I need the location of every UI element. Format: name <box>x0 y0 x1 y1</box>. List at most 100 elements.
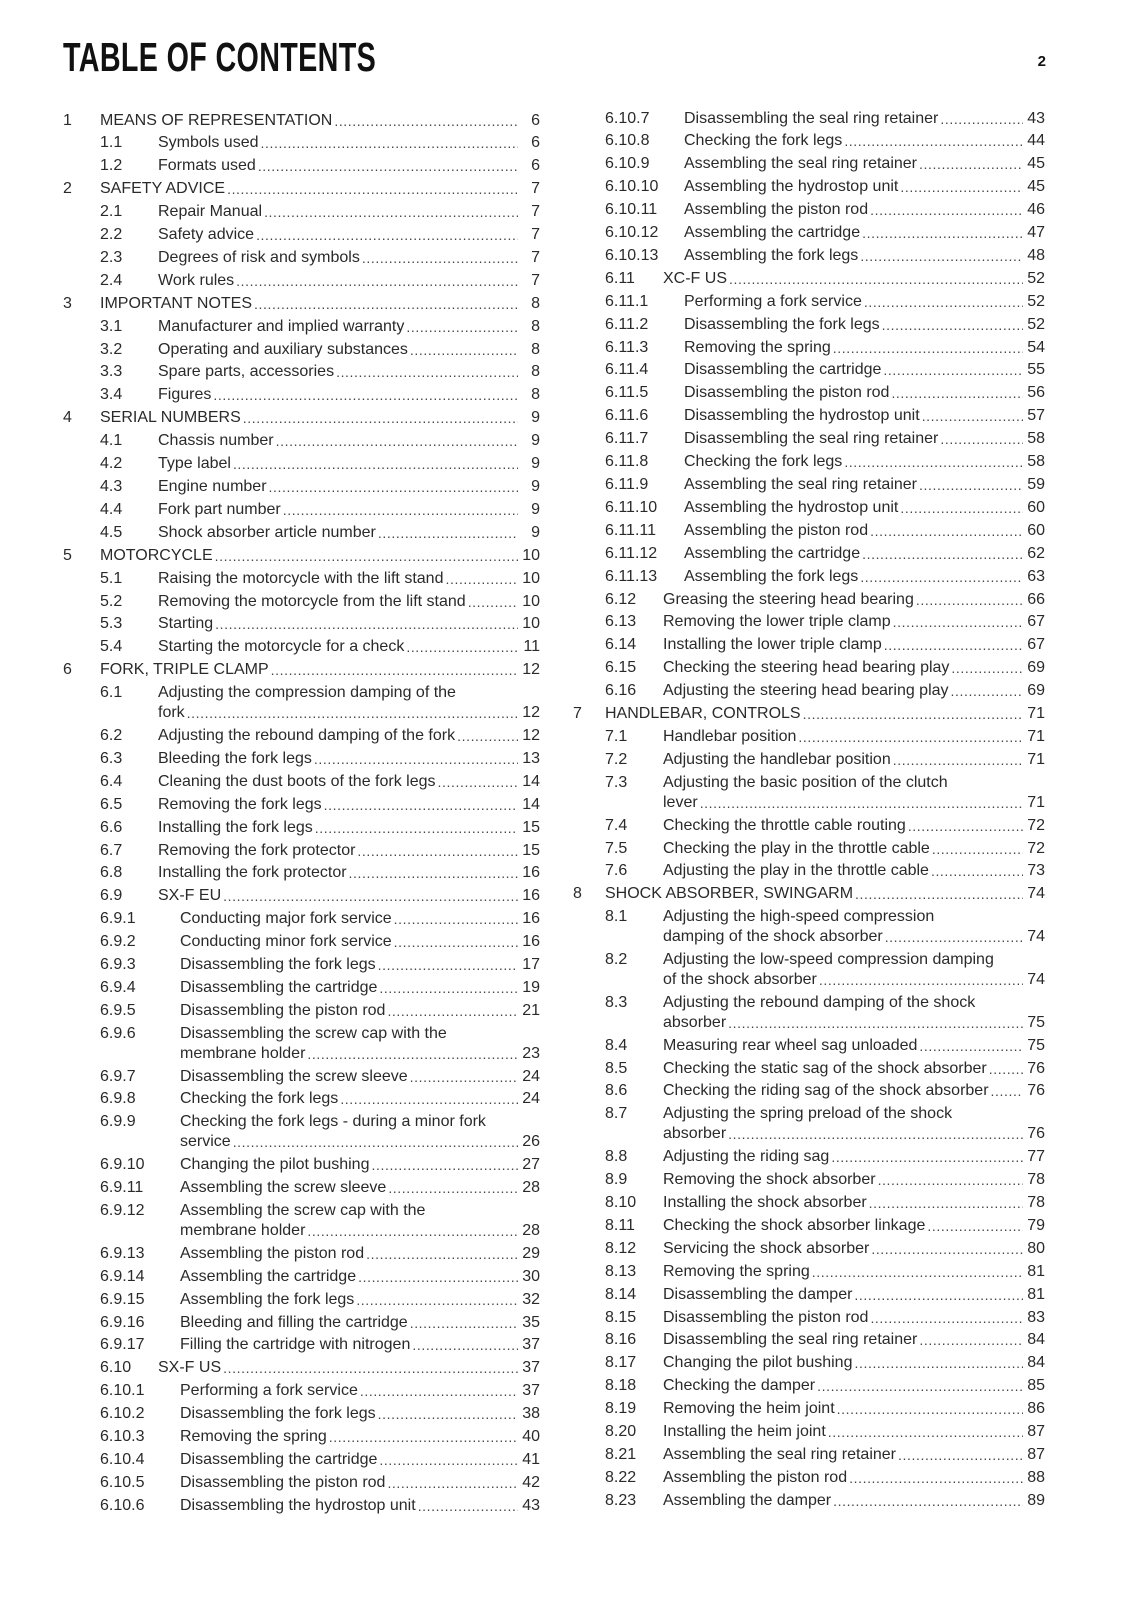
toc-entry[interactable]: 8.12 Servicing the shock absorber 80 <box>573 1238 1045 1261</box>
page-ref[interactable]: 15 <box>522 818 540 836</box>
page-ref[interactable]: 23 <box>522 1044 540 1062</box>
page-ref[interactable]: 45 <box>1027 178 1045 196</box>
page-ref[interactable]: 76 <box>1027 1059 1045 1077</box>
toc-entry[interactable]: 6.10.8 Checking the fork legs 44 <box>573 130 1045 153</box>
page-ref[interactable]: 14 <box>522 772 540 790</box>
page-ref[interactable]: 78 <box>1027 1171 1045 1189</box>
toc-entry[interactable]: 2.1 Repair Manual 7 <box>63 201 540 224</box>
page-ref[interactable]: 8 <box>531 294 540 312</box>
page-ref[interactable]: 72 <box>1027 816 1045 834</box>
toc-entry[interactable]: 6.9.4 Disassembling the cartridge 19 <box>63 977 540 1000</box>
page-ref[interactable]: 69 <box>1027 682 1045 700</box>
toc-entry[interactable]: 7.4 Checking the throttle cable routing 72 <box>573 815 1045 838</box>
page-ref[interactable]: 87 <box>1027 1423 1045 1441</box>
toc-entry[interactable]: 3 IMPORTANT NOTES 8 <box>63 293 540 316</box>
page-ref[interactable]: 71 <box>1027 793 1045 811</box>
toc-entry[interactable]: 4.2 Type label 9 <box>63 453 540 476</box>
page-ref[interactable]: 10 <box>522 546 540 564</box>
toc-entry[interactable]: 6.15 Checking the steering head bearing p… <box>573 657 1045 680</box>
toc-entry[interactable]: 7.3 Adjusting the basic position of the c… <box>573 772 1045 815</box>
toc-entry[interactable]: 5.2 Removing the motorcycle from the lift… <box>63 591 540 614</box>
toc-entry[interactable]: 8.11 Checking the shock absorber linkage 7… <box>573 1215 1045 1238</box>
toc-entry[interactable]: 6.9.15 Assembling the fork legs 32 <box>63 1289 540 1312</box>
page-ref[interactable]: 8 <box>531 340 540 358</box>
page-ref[interactable]: 57 <box>1027 407 1045 425</box>
page-ref[interactable]: 8 <box>531 317 540 335</box>
toc-entry[interactable]: 6.10.5 Disassembling the piston rod 42 <box>63 1472 540 1495</box>
page-ref[interactable]: 74 <box>1027 928 1045 946</box>
page-ref[interactable]: 14 <box>522 795 540 813</box>
page-ref[interactable]: 54 <box>1027 338 1045 356</box>
toc-entry[interactable]: 6.10.7 Disassembling the seal ring retain… <box>573 108 1045 131</box>
toc-entry[interactable]: 3.1 Manufacturer and implied warranty 8 <box>63 316 540 339</box>
toc-entry[interactable]: 6.14 Installing the lower triple clamp 67 <box>573 634 1045 657</box>
page-ref[interactable]: 76 <box>1027 1082 1045 1100</box>
page-ref[interactable]: 55 <box>1027 361 1045 379</box>
page-ref[interactable]: 45 <box>1027 155 1045 173</box>
toc-entry[interactable]: 6.12 Greasing the steering head bearing 66 <box>573 589 1045 612</box>
toc-entry[interactable]: 8.3 Adjusting the rebound damping of the … <box>573 992 1045 1035</box>
toc-entry[interactable]: 3.3 Spare parts, accessories 8 <box>63 361 540 384</box>
page-ref[interactable]: 16 <box>522 910 540 928</box>
page-ref[interactable]: 9 <box>531 478 540 495</box>
toc-entry[interactable]: 6.10.12 Assembling the cartridge 47 <box>573 222 1045 245</box>
toc-entry[interactable]: 2.3 Degrees of risk and symbols 7 <box>63 247 540 270</box>
toc-entry[interactable]: 6.2 Adjusting the rebound damping of the … <box>63 725 540 748</box>
toc-entry[interactable]: 6.11.13 Assembling the fork legs 63 <box>573 566 1045 589</box>
page-ref[interactable]: 66 <box>1027 590 1045 608</box>
toc-entry[interactable]: 8.10 Installing the shock absorber 78 <box>573 1192 1045 1215</box>
page-ref[interactable]: 42 <box>522 1473 540 1491</box>
page-ref[interactable]: 62 <box>1027 544 1045 562</box>
toc-entry[interactable]: 6.11.4 Disassembling the cartridge 55 <box>573 359 1045 382</box>
page-ref[interactable]: 79 <box>1027 1216 1045 1234</box>
toc-entry[interactable]: 7 HANDLEBAR, CONTROLS 71 <box>573 703 1045 726</box>
toc-entry[interactable]: 2.2 Safety advice 7 <box>63 224 540 247</box>
toc-entry[interactable]: 6.11 XC-F US 52 <box>573 268 1045 291</box>
page-ref[interactable]: 73 <box>1027 862 1045 880</box>
page-ref[interactable]: 44 <box>1027 132 1045 150</box>
toc-entry[interactable]: 7.6 Adjusting the play in the throttle ca… <box>573 860 1045 883</box>
page-ref[interactable]: 43 <box>522 1496 540 1514</box>
toc-entry[interactable]: 6.4 Cleaning the dust boots of the fork l… <box>63 771 540 794</box>
toc-entry[interactable]: 4.3 Engine number 9 <box>63 476 540 499</box>
toc-entry[interactable]: 1 MEANS OF REPRESENTATION 6 <box>63 110 540 133</box>
toc-entry[interactable]: 6.11.1 Performing a fork service 52 <box>573 291 1045 314</box>
page-ref[interactable]: 15 <box>522 841 540 859</box>
toc-entry[interactable]: 6.8 Installing the fork protector 16 <box>63 862 540 885</box>
page-ref[interactable]: 46 <box>1027 201 1045 219</box>
toc-entry[interactable]: 8.1 Adjusting the high-speed compression d… <box>573 906 1045 949</box>
toc-entry[interactable]: 6.13 Removing the lower triple clamp 67 <box>573 611 1045 634</box>
toc-entry[interactable]: 6.11.3 Removing the spring 54 <box>573 337 1045 360</box>
page-ref[interactable]: 8 <box>531 363 540 381</box>
page-ref[interactable]: 16 <box>522 933 540 951</box>
toc-entry[interactable]: 8.5 Checking the static sag of the shock … <box>573 1058 1045 1081</box>
toc-entry[interactable]: 4 SERIAL NUMBERS 9 <box>63 407 540 430</box>
toc-entry[interactable]: 6.9.14 Assembling the cartridge 30 <box>63 1266 540 1289</box>
page-ref[interactable]: 10 <box>522 569 540 587</box>
page-ref[interactable]: 28 <box>522 1179 540 1197</box>
page-ref[interactable]: 59 <box>1027 476 1045 493</box>
toc-entry[interactable]: 6.10 SX-F US 37 <box>63 1357 540 1380</box>
page-ref[interactable]: 84 <box>1027 1354 1045 1372</box>
toc-entry[interactable]: 8.16 Disassembling the seal ring retainer… <box>573 1329 1045 1352</box>
toc-entry[interactable]: 8.20 Installing the heim joint 87 <box>573 1421 1045 1444</box>
page-ref[interactable]: 77 <box>1027 1148 1045 1166</box>
page-ref[interactable]: 78 <box>1027 1194 1045 1211</box>
toc-entry[interactable]: 6.9.13 Assembling the piston rod 29 <box>63 1243 540 1266</box>
toc-entry[interactable]: 6.10.3 Removing the spring 40 <box>63 1426 540 1449</box>
toc-entry[interactable]: 6.11.12 Assembling the cartridge 62 <box>573 543 1045 566</box>
toc-entry[interactable]: 6.10.13 Assembling the fork legs 48 <box>573 245 1045 268</box>
toc-entry[interactable]: 6.9.5 Disassembling the piston rod 21 <box>63 1000 540 1023</box>
toc-entry[interactable]: 6.9.16 Bleeding and filling the cartridge… <box>63 1312 540 1335</box>
page-ref[interactable]: 6 <box>531 157 540 175</box>
toc-entry[interactable]: 6.11.8 Checking the fork legs 58 <box>573 451 1045 474</box>
page-ref[interactable]: 13 <box>522 749 540 767</box>
page-ref[interactable]: 52 <box>1027 315 1045 333</box>
toc-entry[interactable]: 6.11.9 Assembling the seal ring retainer 5… <box>573 474 1045 497</box>
toc-entry[interactable]: 6.11.11 Assembling the piston rod 60 <box>573 520 1045 543</box>
page-ref[interactable]: 12 <box>522 726 540 744</box>
page-ref[interactable]: 52 <box>1027 292 1045 310</box>
toc-entry[interactable]: 3.2 Operating and auxiliary substances 8 <box>63 339 540 362</box>
page-ref[interactable]: 69 <box>1027 659 1045 677</box>
toc-entry[interactable]: 8.18 Checking the damper 85 <box>573 1375 1045 1398</box>
